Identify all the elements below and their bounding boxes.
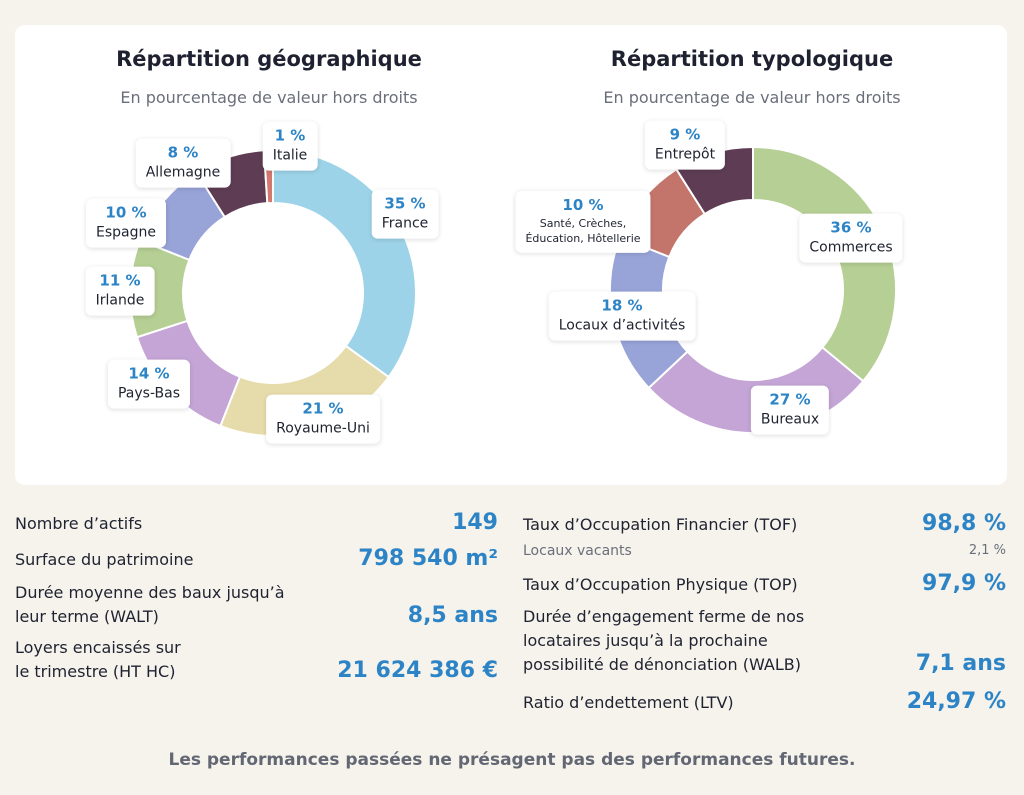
kpi-walt: Durée moyenne des baux jusqu’à leur term… [15,581,498,629]
kpi-label: Durée moyenne des baux jusqu’à leur term… [15,581,285,629]
geo-label-name: Pays-Bas [117,385,181,402]
kpi-value: 149 [452,510,498,535]
typo-chart-title: Répartition typologique [610,47,894,71]
geo-label-espagne: 10 % Espagne [86,198,166,248]
kpi-label-line: Durée d’engagement ferme de nos [523,607,805,626]
kpi-label-line: possibilité de dénonciation (WALB) [523,655,801,674]
typo-label-name: Commerces [809,239,893,256]
kpi-surface: Surface du patrimoine 798 540 m² [15,546,498,572]
geo-chart-title: Répartition géographique [116,47,422,71]
kpi-value: 98,8 % [922,511,1006,536]
kpi-top: Taux d’Occupation Physique (TOP) 97,9 % [523,571,1006,597]
kpi-nombre-actifs: Nombre d’actifs 149 [15,510,498,536]
geo-label-name: Irlande [95,292,145,309]
typo-label-entrepot: 9 % Entrepôt [644,120,726,170]
kpi-label-line: leur terme (WALT) [15,607,159,626]
typo-label-pct: 18 % [601,296,643,315]
geo-label-italie: 1 % Italie [262,121,318,171]
typo-label-pct: 36 % [830,218,872,237]
typo-label-pct: 10 % [562,195,604,214]
geo-label-pct: 21 % [302,399,344,418]
kpi-label: Loyers encaissés sur le trimestre (HT HC… [15,636,181,684]
typo-label-name: Locaux d’activités [558,317,686,334]
typo-label-name: Bureaux [760,411,820,428]
kpi-label-line: Loyers encaissés sur [15,638,181,657]
kpi-value: 798 540 m² [358,546,498,571]
kpi-value: 8,5 ans [407,603,498,628]
kpi-value: 21 624 386 € [337,658,498,683]
kpi-label: Taux d’Occupation Physique (TOP) [523,575,798,594]
geo-label-pays-bas: 14 % Pays-Bas [107,359,191,409]
typo-label-name: Entrepôt [654,146,716,163]
geo-label-pct: 35 % [384,194,426,213]
kpi-label-line: Durée moyenne des baux jusqu’à [15,583,285,602]
geo-label-name: Espagne [96,224,156,241]
geo-label-name: France [381,215,429,232]
geo-label-allemagne: 8 % Allemagne [135,138,231,188]
kpi-label: Ratio d’endettement (LTV) [523,693,734,712]
geo-label-pct: 14 % [128,364,170,383]
typo-label-commerces: 36 % Commerces [799,213,903,263]
geo-label-pct: 10 % [105,203,147,222]
geo-label-name: Italie [272,147,308,164]
kpi-value: 24,97 % [906,689,1006,714]
typo-label-pct: 9 % [669,125,701,144]
geo-label-pct: 11 % [99,271,141,290]
geo-chart-subtitle: En pourcentage de valeur hors droits [120,88,418,107]
geo-label-pct: 8 % [167,143,199,162]
disclaimer: Les performances passées ne présagent pa… [168,750,856,770]
geo-label-france: 35 % France [371,189,439,239]
typo-label-name-line1: Santé, Crèches, [539,216,627,230]
kpi-loyers: Loyers encaissés sur le trimestre (HT HC… [15,636,498,684]
typo-label-pct: 27 % [769,390,811,409]
kpi-label: Taux d’Occupation Financier (TOF) [523,515,798,534]
typo-label-bureaux: 27 % Bureaux [750,385,830,435]
kpi-value: 97,9 % [922,571,1006,596]
geo-label-name: Royaume-Uni [276,420,370,437]
kpi-walb: Durée d’engagement ferme de nos locatair… [523,605,1006,677]
geo-label-pct: 1 % [274,126,306,145]
typo-label-locaux-activites: 18 % Locaux d’activités [548,291,696,341]
kpi-ltv: Ratio d’endettement (LTV) 24,97 % [523,689,1006,715]
kpi-label: Locaux vacants [523,543,632,559]
typo-label-sante: 10 % Santé, Crèches, Éducation, Hôteller… [515,190,651,254]
kpi-value: 2,1 % [968,543,1006,558]
typo-label-name-line2: Éducation, Hôtellerie [525,232,641,246]
kpi-tof: Taux d’Occupation Financier (TOF) 98,8 % [523,511,1006,537]
kpi-value: 7,1 ans [915,651,1006,676]
geo-label-royaume-uni: 21 % Royaume-Uni [266,394,380,444]
kpi-locaux-vacants: Locaux vacants 2,1 % [523,542,1006,560]
geo-label-irlande: 11 % Irlande [85,266,155,316]
kpi-label-line: locataires jusqu’à la prochaine [523,631,768,650]
geo-label-name: Allemagne [145,164,221,181]
kpi-label: Durée d’engagement ferme de nos locatair… [523,605,804,677]
kpi-label: Nombre d’actifs [15,514,143,533]
kpi-label: Surface du patrimoine [15,550,194,569]
typo-slice-commerces [752,145,897,383]
kpi-label-line: le trimestre (HT HC) [15,662,176,681]
typo-chart-subtitle: En pourcentage de valeur hors droits [603,88,901,107]
